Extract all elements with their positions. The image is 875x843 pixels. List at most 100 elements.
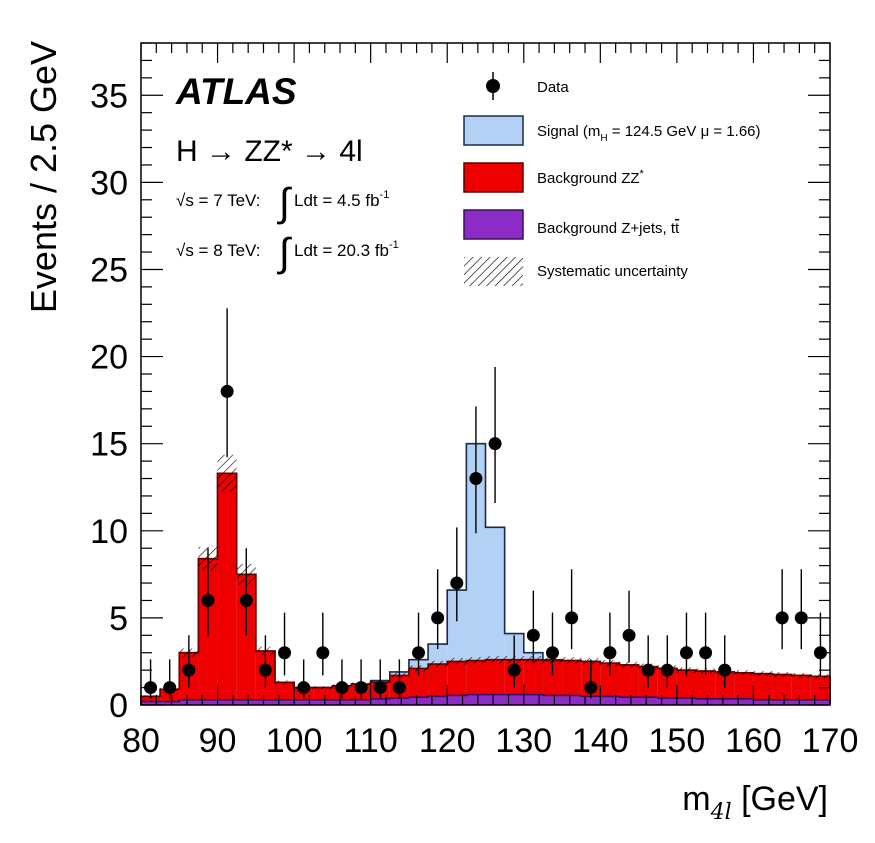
lumi-7tev: √s = 7 TeV: ∫ Ldt = 4.5 fb-1 [176, 181, 389, 225]
bar-zz [408, 668, 429, 705]
bar-zjets [696, 698, 716, 705]
y-tick-label: 30 [90, 164, 128, 202]
bar-zz [217, 473, 237, 705]
y-tick-label: 5 [109, 600, 128, 638]
bar-zjets [562, 695, 582, 705]
bar-zz [236, 574, 256, 705]
bar-zjets [447, 695, 467, 705]
data-point [526, 628, 540, 642]
bar-zz [753, 673, 773, 705]
legend-swatch-zz [463, 162, 524, 193]
process-label: H → ZZ* → 4l [176, 135, 363, 168]
bar-zjets [294, 699, 314, 705]
y-tick-label: 10 [90, 513, 128, 551]
bar-zjets [638, 697, 658, 705]
data-point [373, 681, 387, 695]
x-tick-label: 150 [649, 722, 706, 760]
syst-bar [466, 657, 486, 665]
bar-zz [619, 664, 639, 705]
data-point [718, 663, 732, 677]
bar-zz [562, 660, 582, 705]
y-tick-label: 0 [109, 687, 128, 725]
bar-zjets [466, 694, 486, 705]
bar-zz [676, 670, 697, 705]
bar-zz [141, 696, 161, 705]
legend-label-zz: Background ZZ* [537, 168, 645, 187]
bar-zjets [676, 698, 697, 705]
syst-bar [274, 680, 295, 685]
legend-swatch-syst [464, 257, 523, 286]
legend-item-zz: Background ZZ* [463, 162, 645, 193]
y-tick-label: 35 [90, 77, 128, 115]
bar-zjets [772, 699, 792, 705]
y-tick-label: 15 [90, 426, 128, 464]
bar-zjets [370, 698, 390, 705]
bar-zjets [236, 699, 256, 705]
bar-zjets [389, 698, 409, 705]
bar-zjets [523, 694, 543, 705]
x-tick-label: 80 [122, 722, 160, 760]
data-point [565, 611, 579, 625]
y-tick-label: 20 [90, 339, 128, 377]
bar-zjets [753, 699, 773, 705]
data-point [545, 646, 559, 660]
bar-zjets [715, 698, 735, 705]
bar-zjets [734, 698, 754, 705]
x-tick-label: 100 [266, 722, 323, 760]
legend-item-zjets: Background Z+jets, tt [463, 209, 680, 240]
bar-zjets [581, 696, 601, 705]
bar-zjets [600, 696, 620, 705]
data-point [316, 646, 330, 660]
x-tick-label: 140 [572, 722, 629, 760]
x-tick-label: 170 [802, 722, 859, 760]
data-point [584, 681, 598, 695]
bar-zjets [351, 699, 371, 705]
bar-zjets [810, 699, 830, 705]
bar-zjets [274, 699, 295, 705]
bar-zjets [198, 699, 218, 705]
bar-zz [485, 659, 505, 705]
svg-text:Ldt = 20.3 fb-1: Ldt = 20.3 fb-1 [294, 239, 399, 260]
legend: Data Signal (mH = 124.5 GeV μ = 1.66) Ba… [463, 72, 761, 286]
legend-label-signal: Signal (mH = 124.5 GeV μ = 1.66) [537, 123, 761, 144]
atlas-label: ATLAS [175, 71, 297, 112]
syst-bar [562, 657, 582, 665]
data-point [679, 646, 693, 660]
svg-text:√s = 8 TeV:: √s = 8 TeV: [176, 241, 260, 260]
legend-item-data: Data [486, 72, 569, 100]
syst-bar [428, 660, 448, 668]
data-point [163, 681, 177, 695]
syst-bar [217, 454, 237, 492]
bar-zjets [504, 694, 524, 705]
bar-zjets [332, 699, 352, 705]
data-point [278, 646, 292, 660]
data-point [660, 663, 674, 677]
legend-item-signal: Signal (mH = 124.5 GeV μ = 1.66) [463, 115, 761, 146]
lumi-8tev: √s = 8 TeV: ∫ Ldt = 20.3 fb-1 [176, 231, 399, 275]
data-point [450, 576, 464, 590]
x-tick-label: 130 [495, 722, 552, 760]
bar-zjets [160, 701, 180, 705]
bar-zz [523, 659, 543, 705]
data-point [182, 663, 196, 677]
syst-bar [753, 671, 773, 677]
syst-bar [485, 656, 505, 664]
bar-zjets [255, 699, 275, 705]
data-point [431, 611, 445, 625]
data-point [794, 611, 808, 625]
legend-item-syst: Systematic uncertainty [464, 257, 688, 286]
svg-text:Ldt = 4.5 fb-1: Ldt = 4.5 fb-1 [294, 189, 389, 210]
syst-bar [447, 657, 467, 665]
bar-zz [715, 671, 735, 705]
svg-text:√s = 7 TeV:: √s = 7 TeV: [176, 191, 260, 210]
syst-bar [772, 672, 792, 677]
legend-label-syst: Systematic uncertainty [537, 263, 688, 280]
legend-swatch-signal [463, 115, 524, 146]
axis-ticks [140, 42, 831, 706]
bar-zjets [313, 699, 333, 705]
bar-zz [447, 661, 467, 705]
bar-zjets [791, 699, 811, 705]
x-tick-label: 90 [199, 722, 237, 760]
y-tick-label: 25 [90, 251, 128, 289]
data-point [392, 681, 406, 695]
